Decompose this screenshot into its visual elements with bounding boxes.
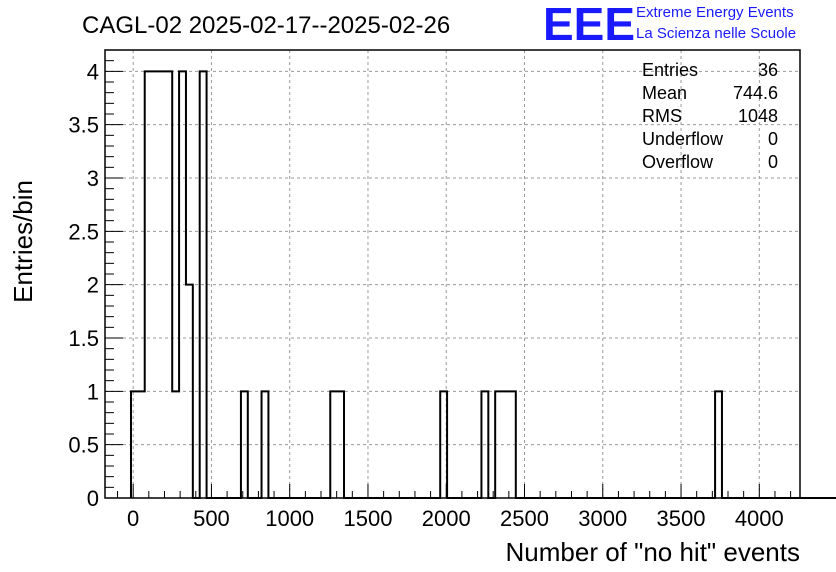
x-tick-label: 0 [127, 506, 139, 531]
x-tick-label: 500 [193, 506, 230, 531]
y-tick-label: 4 [87, 59, 99, 84]
x-tick-label: 1000 [265, 506, 314, 531]
stat-entries-value: 36 [758, 60, 778, 80]
logo-line-1: Extreme Energy Events [636, 4, 794, 21]
stat-entries-label: Entries [642, 60, 698, 80]
stat-rms-label: RMS [642, 106, 682, 126]
stat-underflow-value: 0 [768, 129, 778, 149]
y-tick-label: 1.5 [68, 326, 99, 351]
stat-mean-value: 744.6 [733, 83, 778, 103]
y-tick-label: 3.5 [68, 113, 99, 138]
x-tick-label: 4000 [735, 506, 784, 531]
x-tick-label: 2500 [500, 506, 549, 531]
stats-box: Entries 36 Mean 744.6 RMS 1048 Underflow… [642, 60, 778, 172]
stat-mean-label: Mean [642, 83, 687, 103]
grid-lines [105, 50, 800, 498]
plot-frame [104, 49, 801, 499]
x-axis-title: Number of "no hit" events [506, 537, 801, 567]
y-tick-label: 3 [87, 166, 99, 191]
x-axis-ticks: 0 500 1000 1500 2000 2500 3000 3500 4000 [117, 484, 792, 531]
y-tick-label: 2 [87, 273, 99, 298]
logo-mark: EEE [543, 0, 635, 50]
stat-overflow-label: Overflow [642, 152, 714, 172]
y-axis-ticks: 0 0.5 1 1.5 2 2.5 3 3.5 4 [68, 59, 123, 511]
x-tick-label: 2000 [422, 506, 471, 531]
x-tick-label: 3500 [657, 506, 706, 531]
y-tick-label: 1 [87, 379, 99, 404]
y-tick-label: 2.5 [68, 219, 99, 244]
stat-rms-value: 1048 [738, 106, 778, 126]
y-tick-label: 0.5 [68, 433, 99, 458]
eee-logo: EEE Extreme Energy Events La Scienza nel… [543, 0, 796, 50]
x-tick-label: 3000 [578, 506, 627, 531]
y-axis-title: Entries/bin [8, 180, 38, 303]
x-tick-label: 1500 [343, 506, 392, 531]
logo-line-2: La Scienza nelle Scuole [636, 25, 796, 42]
chart-title: CAGL-02 2025-02-17--2025-02-26 [82, 12, 450, 39]
y-tick-label: 0 [87, 486, 99, 511]
stat-underflow-label: Underflow [642, 129, 724, 149]
stat-overflow-value: 0 [768, 152, 778, 172]
